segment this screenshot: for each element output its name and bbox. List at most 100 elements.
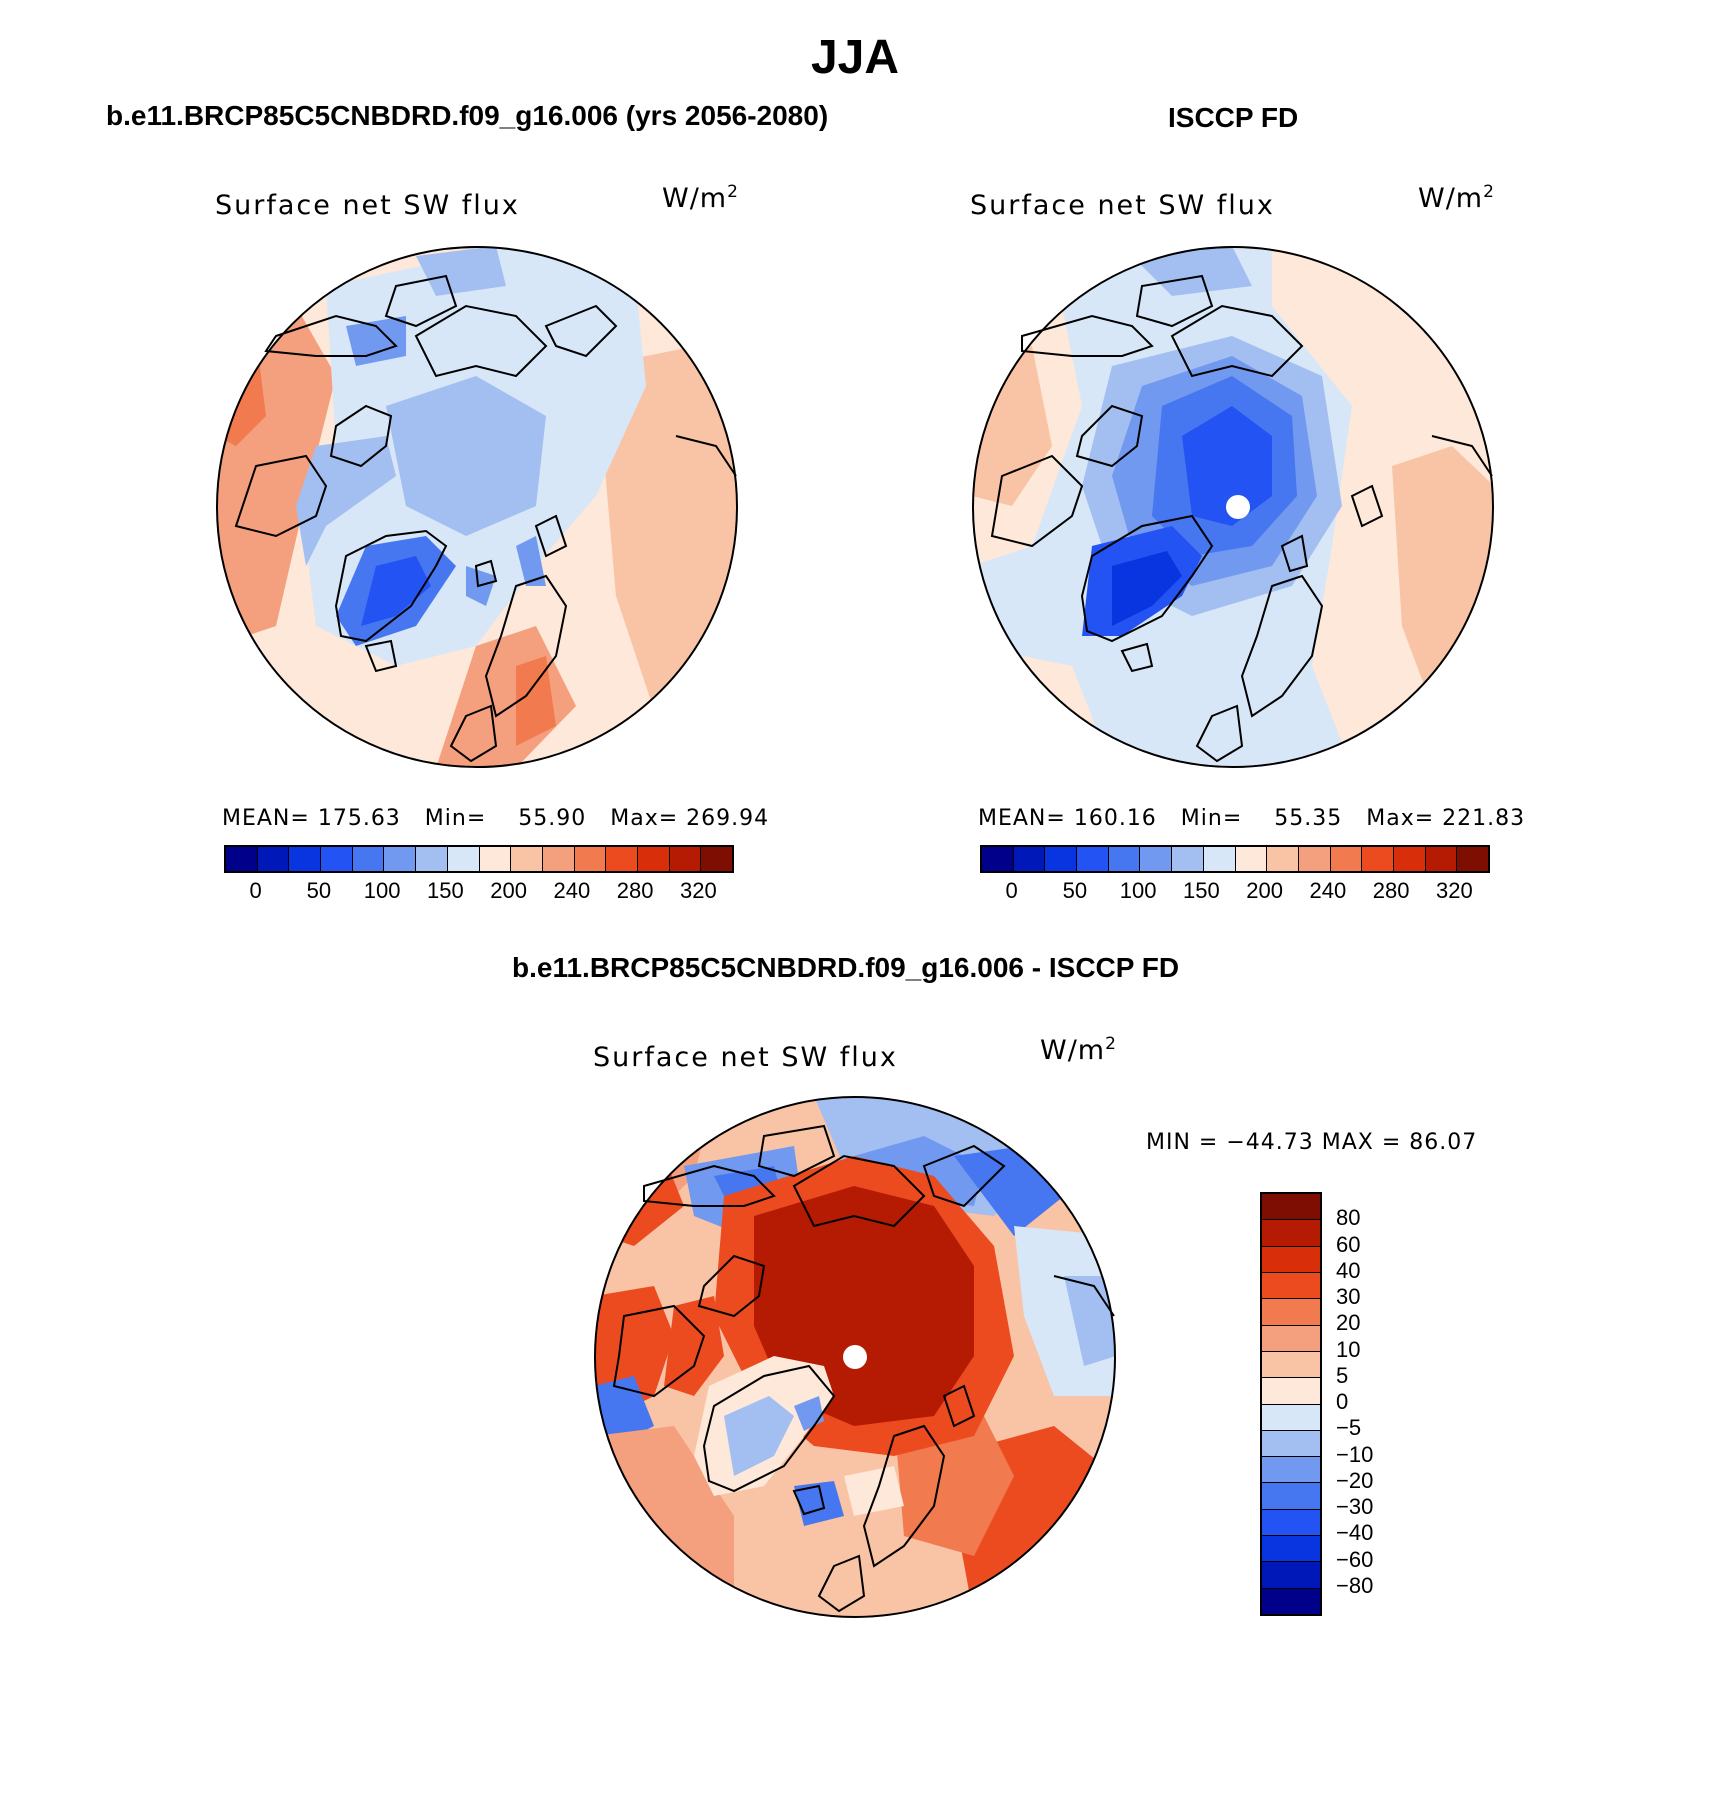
colorbar-swatch — [542, 847, 575, 871]
panel1-colorbar-ticks: 0 50 100 150 200 240 280 320 — [224, 878, 730, 908]
colorbar-swatch — [1013, 847, 1046, 871]
colorbar-swatch — [669, 847, 702, 871]
diff-colorbar — [1260, 1192, 1322, 1616]
colorbar-tick-label: 280 — [1372, 878, 1410, 903]
colorbar-tick-label: 0 — [1336, 1389, 1349, 1414]
colorbar-tick-label: 40 — [1336, 1257, 1361, 1283]
colorbar-swatch — [447, 847, 480, 871]
colorbar-swatch — [1262, 1536, 1320, 1563]
colorbar-swatch — [289, 847, 322, 871]
diff-minmax-label: MIN = −44.73 MAX = 86.07 — [1146, 1130, 1478, 1155]
panel2-colorbar — [980, 845, 1490, 873]
colorbar-swatch — [1262, 1299, 1320, 1326]
colorbar-swatch — [1425, 847, 1458, 871]
panel2-colorbar-ticks: 0 50 100 150 200 240 280 320 — [980, 878, 1486, 908]
colorbar-tick-label: 60 — [1336, 1231, 1361, 1257]
main-title: JJA — [810, 31, 900, 84]
colorbar-swatch — [1262, 1404, 1320, 1431]
diff-polar-map — [594, 1096, 1116, 1618]
colorbar-tick-label: 100 — [1119, 878, 1157, 903]
colorbar-swatch — [1262, 1194, 1320, 1221]
colorbar-swatch — [1262, 1246, 1320, 1273]
colorbar-tick-label: −30 — [1336, 1494, 1374, 1519]
colorbar-tick-label: 100 — [363, 878, 401, 903]
colorbar-swatch — [1262, 1588, 1320, 1614]
colorbar-swatch — [1262, 1562, 1320, 1589]
colorbar-swatch — [321, 847, 353, 871]
colorbar-swatch — [637, 847, 670, 871]
colorbar-tick-label: 240 — [553, 878, 591, 903]
colorbar-swatch — [1262, 1351, 1320, 1379]
panel2-title: ISCCP FD — [1168, 102, 1299, 133]
colorbar-swatch — [1235, 847, 1268, 871]
colorbar-swatch — [257, 847, 290, 871]
panel2-stats: MEAN= 160.16 Min= 55.35 Max= 221.83 — [978, 806, 1526, 831]
colorbar-swatch — [606, 847, 638, 871]
colorbar-swatch — [1203, 847, 1236, 871]
colorbar-tick-label: −20 — [1336, 1467, 1374, 1493]
colorbar-swatch — [1262, 1272, 1320, 1300]
colorbar-tick-label: 280 — [616, 878, 654, 903]
colorbar-swatch — [1262, 1430, 1320, 1458]
colorbar-swatch — [1362, 847, 1394, 871]
colorbar-tick-label: −10 — [1336, 1441, 1374, 1467]
colorbar-swatch — [1262, 1483, 1320, 1510]
colorbar-tick-label: 50 — [306, 878, 332, 903]
colorbar-tick-label: 0 — [249, 878, 262, 903]
colorbar-tick-label: 80 — [1336, 1205, 1361, 1231]
colorbar-tick-label: 30 — [1336, 1284, 1361, 1309]
colorbar-tick-label: −80 — [1336, 1572, 1374, 1598]
colorbar-tick-label: 5 — [1336, 1362, 1349, 1388]
colorbar-tick-label: −40 — [1336, 1520, 1374, 1546]
panel2-variable-label: Surface net SW flux — [970, 190, 1275, 221]
panel1-stats: MEAN= 175.63 Min= 55.90 Max= 269.94 — [222, 806, 770, 831]
colorbar-swatch — [1262, 1457, 1320, 1484]
colorbar-tick-label: 10 — [1336, 1336, 1361, 1362]
colorbar-swatch — [1267, 847, 1299, 871]
colorbar-tick-label: 320 — [680, 878, 717, 903]
colorbar-swatch — [982, 847, 1014, 871]
colorbar-swatch — [1262, 1325, 1320, 1352]
colorbar-swatch — [1140, 847, 1173, 871]
colorbar-swatch — [352, 847, 385, 871]
colorbar-tick-label: 50 — [1062, 878, 1088, 903]
colorbar-swatch — [574, 847, 607, 871]
panel2-polar-map — [972, 246, 1494, 768]
colorbar-tick-label: −5 — [1336, 1415, 1362, 1441]
colorbar-swatch — [701, 847, 732, 871]
colorbar-swatch — [416, 847, 448, 871]
colorbar-tick-label: 200 — [490, 878, 527, 903]
colorbar-swatch — [1045, 847, 1078, 871]
colorbar-swatch — [1457, 847, 1488, 871]
colorbar-tick-label: 20 — [1336, 1310, 1361, 1336]
colorbar-tick-label: 240 — [1309, 878, 1347, 903]
colorbar-swatch — [479, 847, 512, 871]
colorbar-swatch — [384, 847, 417, 871]
colorbar-swatch — [1108, 847, 1141, 871]
colorbar-tick-label: 320 — [1436, 878, 1473, 903]
colorbar-swatch — [1262, 1220, 1320, 1247]
panel2-units: W/m2 — [1418, 182, 1495, 214]
colorbar-swatch — [511, 847, 543, 871]
colorbar-swatch — [1298, 847, 1331, 871]
diff-colorbar-ticks: 80 60 40 30 20 10 5 0 −5 −10 −20 −30 −40 −60 −80 — [1336, 1192, 1416, 1612]
diff-units: W/m2 — [1040, 1034, 1117, 1066]
colorbar-swatch — [1172, 847, 1204, 871]
colorbar-swatch — [226, 847, 258, 871]
colorbar-swatch — [1330, 847, 1363, 871]
panel1-polar-map — [216, 246, 738, 768]
colorbar-swatch — [1262, 1509, 1320, 1537]
panel1-units: W/m2 — [662, 182, 739, 214]
colorbar-tick-label: −60 — [1336, 1546, 1374, 1572]
colorbar-tick-label: 150 — [1183, 878, 1220, 903]
diff-variable-label: Surface net SW flux — [593, 1042, 898, 1073]
colorbar-tick-label: 150 — [427, 878, 464, 903]
colorbar-tick-label: 0 — [1005, 878, 1018, 903]
panel1-title: b.e11.BRCP85C5CNBDRD.f09_g16.006 (yrs 20… — [106, 100, 829, 131]
colorbar-swatch — [1393, 847, 1426, 871]
panel1-variable-label: Surface net SW flux — [215, 190, 520, 221]
colorbar-swatch — [1262, 1378, 1320, 1405]
panel1-colorbar — [224, 845, 734, 873]
diff-panel-title: b.e11.BRCP85C5CNBDRD.f09_g16.006 - ISCCP… — [512, 952, 1180, 983]
colorbar-tick-label: 200 — [1246, 878, 1283, 903]
